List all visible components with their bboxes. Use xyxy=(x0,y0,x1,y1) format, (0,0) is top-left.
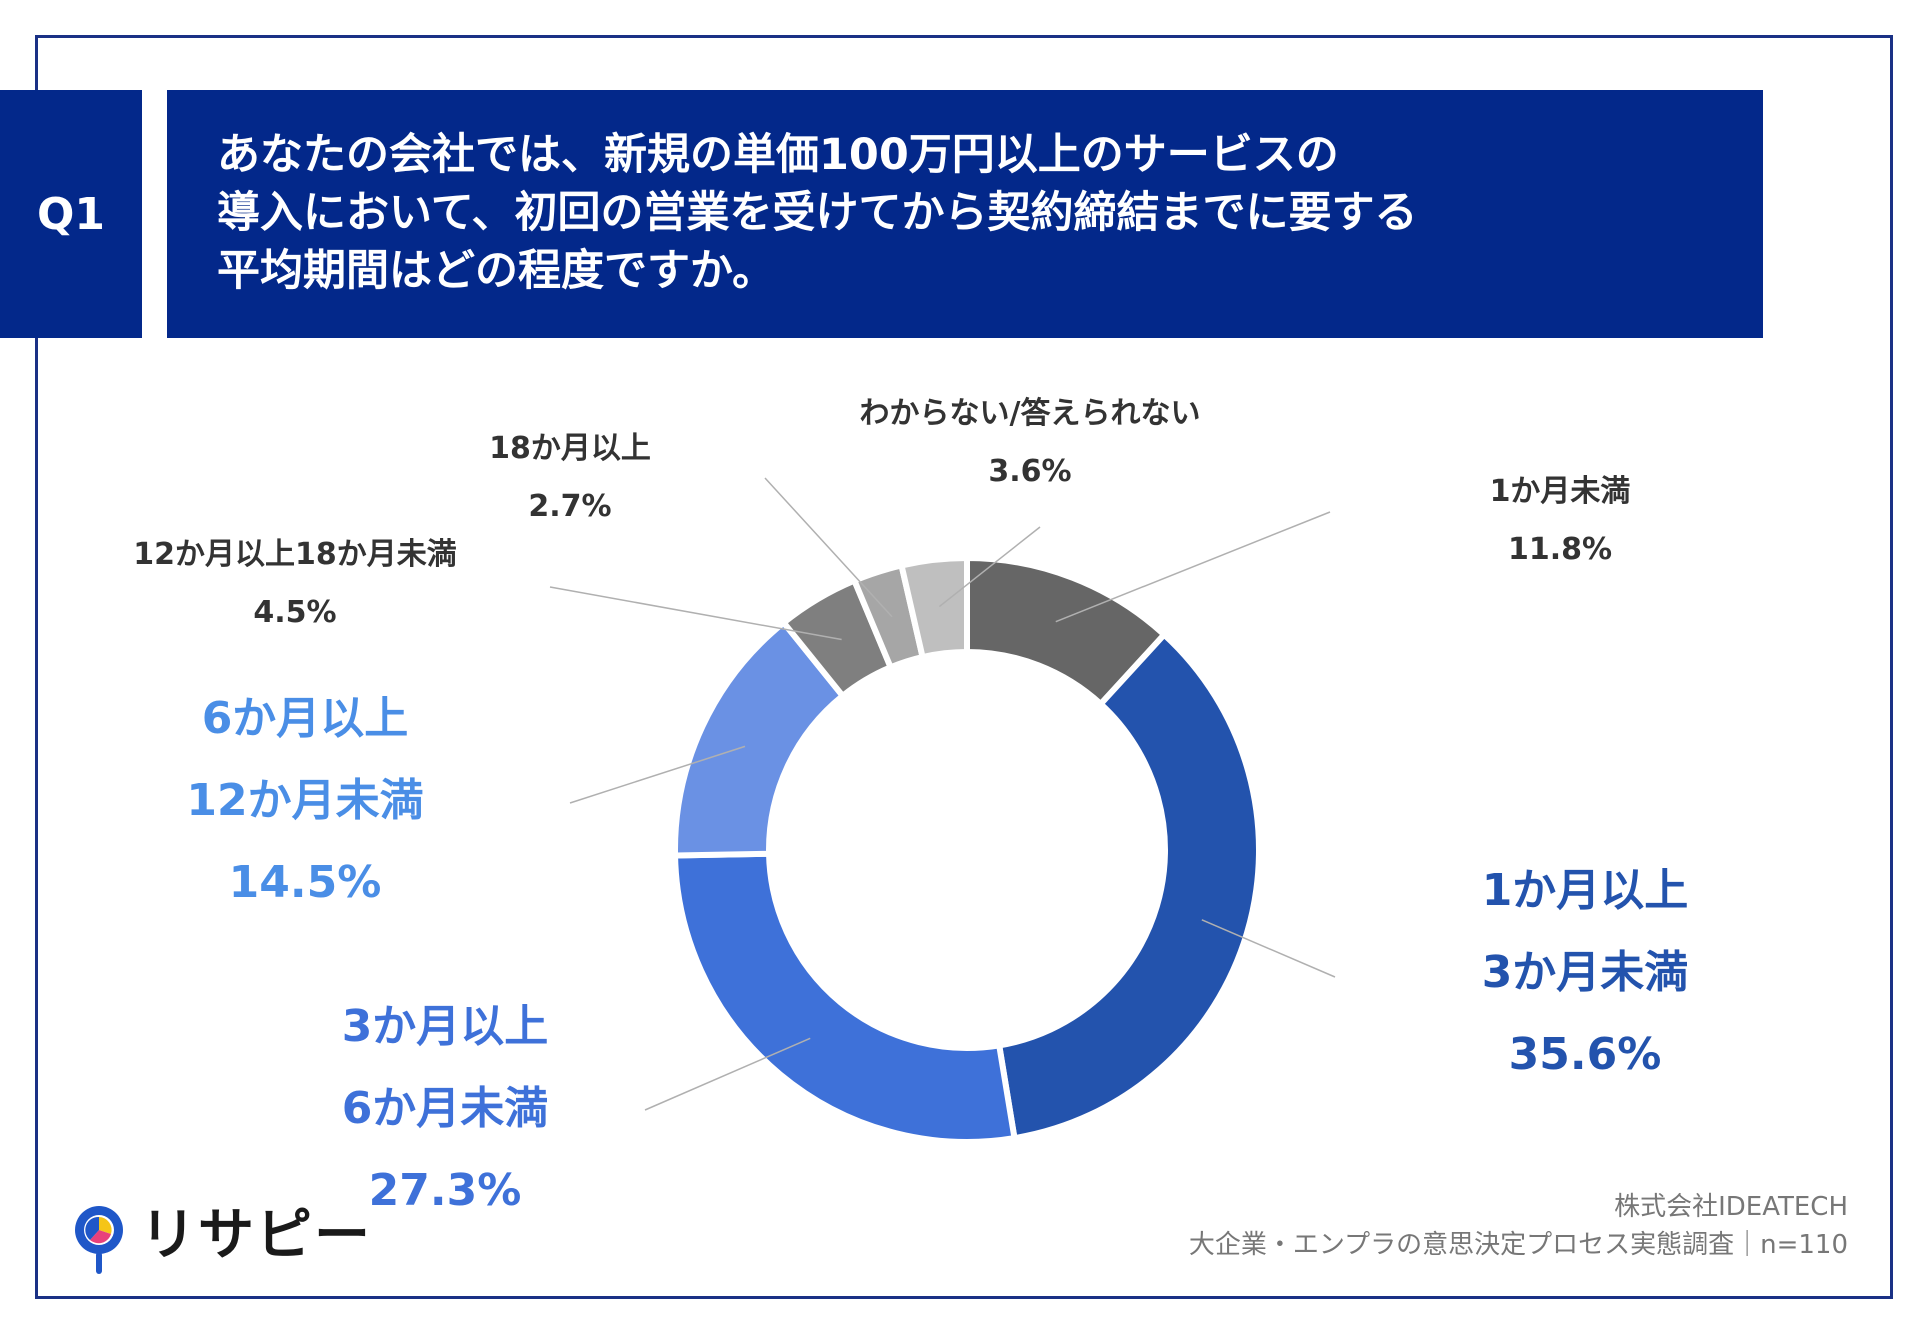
slice-category-label: わからない/答えられない xyxy=(859,396,1201,431)
leader-line-0 xyxy=(1055,511,1331,623)
slice-value-label: 27.3% xyxy=(368,1165,522,1216)
slice-value-label: 4.5% xyxy=(253,595,337,630)
slice-category-label: 6か月未満 xyxy=(341,1083,549,1134)
slice-value-label: 11.8% xyxy=(1507,532,1613,567)
question-line: あなたの会社では、新規の単価100万円以上のサービスの xyxy=(217,130,1339,180)
logo-text: リサピー xyxy=(140,1203,372,1268)
donut-slice-1 xyxy=(995,630,1262,1142)
magnifier-pie-icon xyxy=(75,1206,123,1274)
question-badge: Q1 xyxy=(0,90,142,338)
footer-survey: 大企業・エンプラの意思決定プロセス実態調査｜n=110 xyxy=(1188,1230,1848,1260)
slice-category-label: 3か月未満 xyxy=(1481,947,1689,998)
donut-slice-6 xyxy=(897,554,970,661)
leader-line-4 xyxy=(549,586,842,641)
slice-category-label: 18か月以上 xyxy=(489,431,651,466)
slice-label-6-to-12-months: 6か月以上 12か月未満 14.5% xyxy=(140,678,470,924)
question-line: 平均期間はどの程度ですか。 xyxy=(217,246,776,296)
slice-label-12-to-18-months: 12か月以上18か月未満 4.5% xyxy=(100,526,490,642)
slice-label-3-to-6-months: 3か月以上 6か月未満 27.3% xyxy=(280,986,610,1232)
slice-category-label: 12か月以上18か月未満 xyxy=(133,537,457,572)
leader-lines xyxy=(549,477,1336,1111)
risapy-logo xyxy=(75,1206,123,1274)
leader-line-5 xyxy=(764,477,893,618)
slice-category-label: 6か月以上 xyxy=(201,693,409,744)
leader-line-2 xyxy=(644,1037,811,1111)
slice-value-label: 3.6% xyxy=(988,454,1072,489)
slice-category-label: 1か月以上 xyxy=(1481,865,1689,916)
slice-category-label: 1か月未満 xyxy=(1489,474,1631,509)
footer-source: 株式会社IDEATECH 大企業・エンプラの意思決定プロセス実態調査｜n=110 xyxy=(1189,1188,1848,1264)
footer-company: 株式会社IDEATECH xyxy=(1614,1192,1848,1222)
slice-label-18-months-plus: 18か月以上 2.7% xyxy=(460,420,680,536)
slide-frame xyxy=(35,35,1893,1299)
slice-label-less-than-1-month: 1か月未満 11.8% xyxy=(1450,463,1670,579)
question-line: 導入において、初回の営業を受けてから契約締結までに要する xyxy=(217,188,1418,238)
slice-label-1-to-3-months: 1か月以上 3か月未満 35.6% xyxy=(1420,850,1750,1096)
question-box: あなたの会社では、新規の単価100万円以上のサービスの 導入において、初回の営業… xyxy=(167,90,1763,338)
question-number: Q1 xyxy=(36,188,106,240)
leader-line-3 xyxy=(569,745,746,804)
donut-slice-2 xyxy=(671,850,1018,1145)
leader-line-6 xyxy=(938,526,1041,608)
slice-value-label: 14.5% xyxy=(228,857,382,908)
slice-label-unknown: わからない/答えられない 3.6% xyxy=(820,385,1240,501)
slice-value-label: 35.6% xyxy=(1508,1029,1662,1080)
slice-value-label: 2.7% xyxy=(528,489,612,524)
leader-line-1 xyxy=(1201,919,1336,978)
slice-category-label: 3か月以上 xyxy=(341,1001,549,1052)
slice-category-label: 12か月未満 xyxy=(186,775,424,826)
donut-slices xyxy=(671,554,1262,1145)
